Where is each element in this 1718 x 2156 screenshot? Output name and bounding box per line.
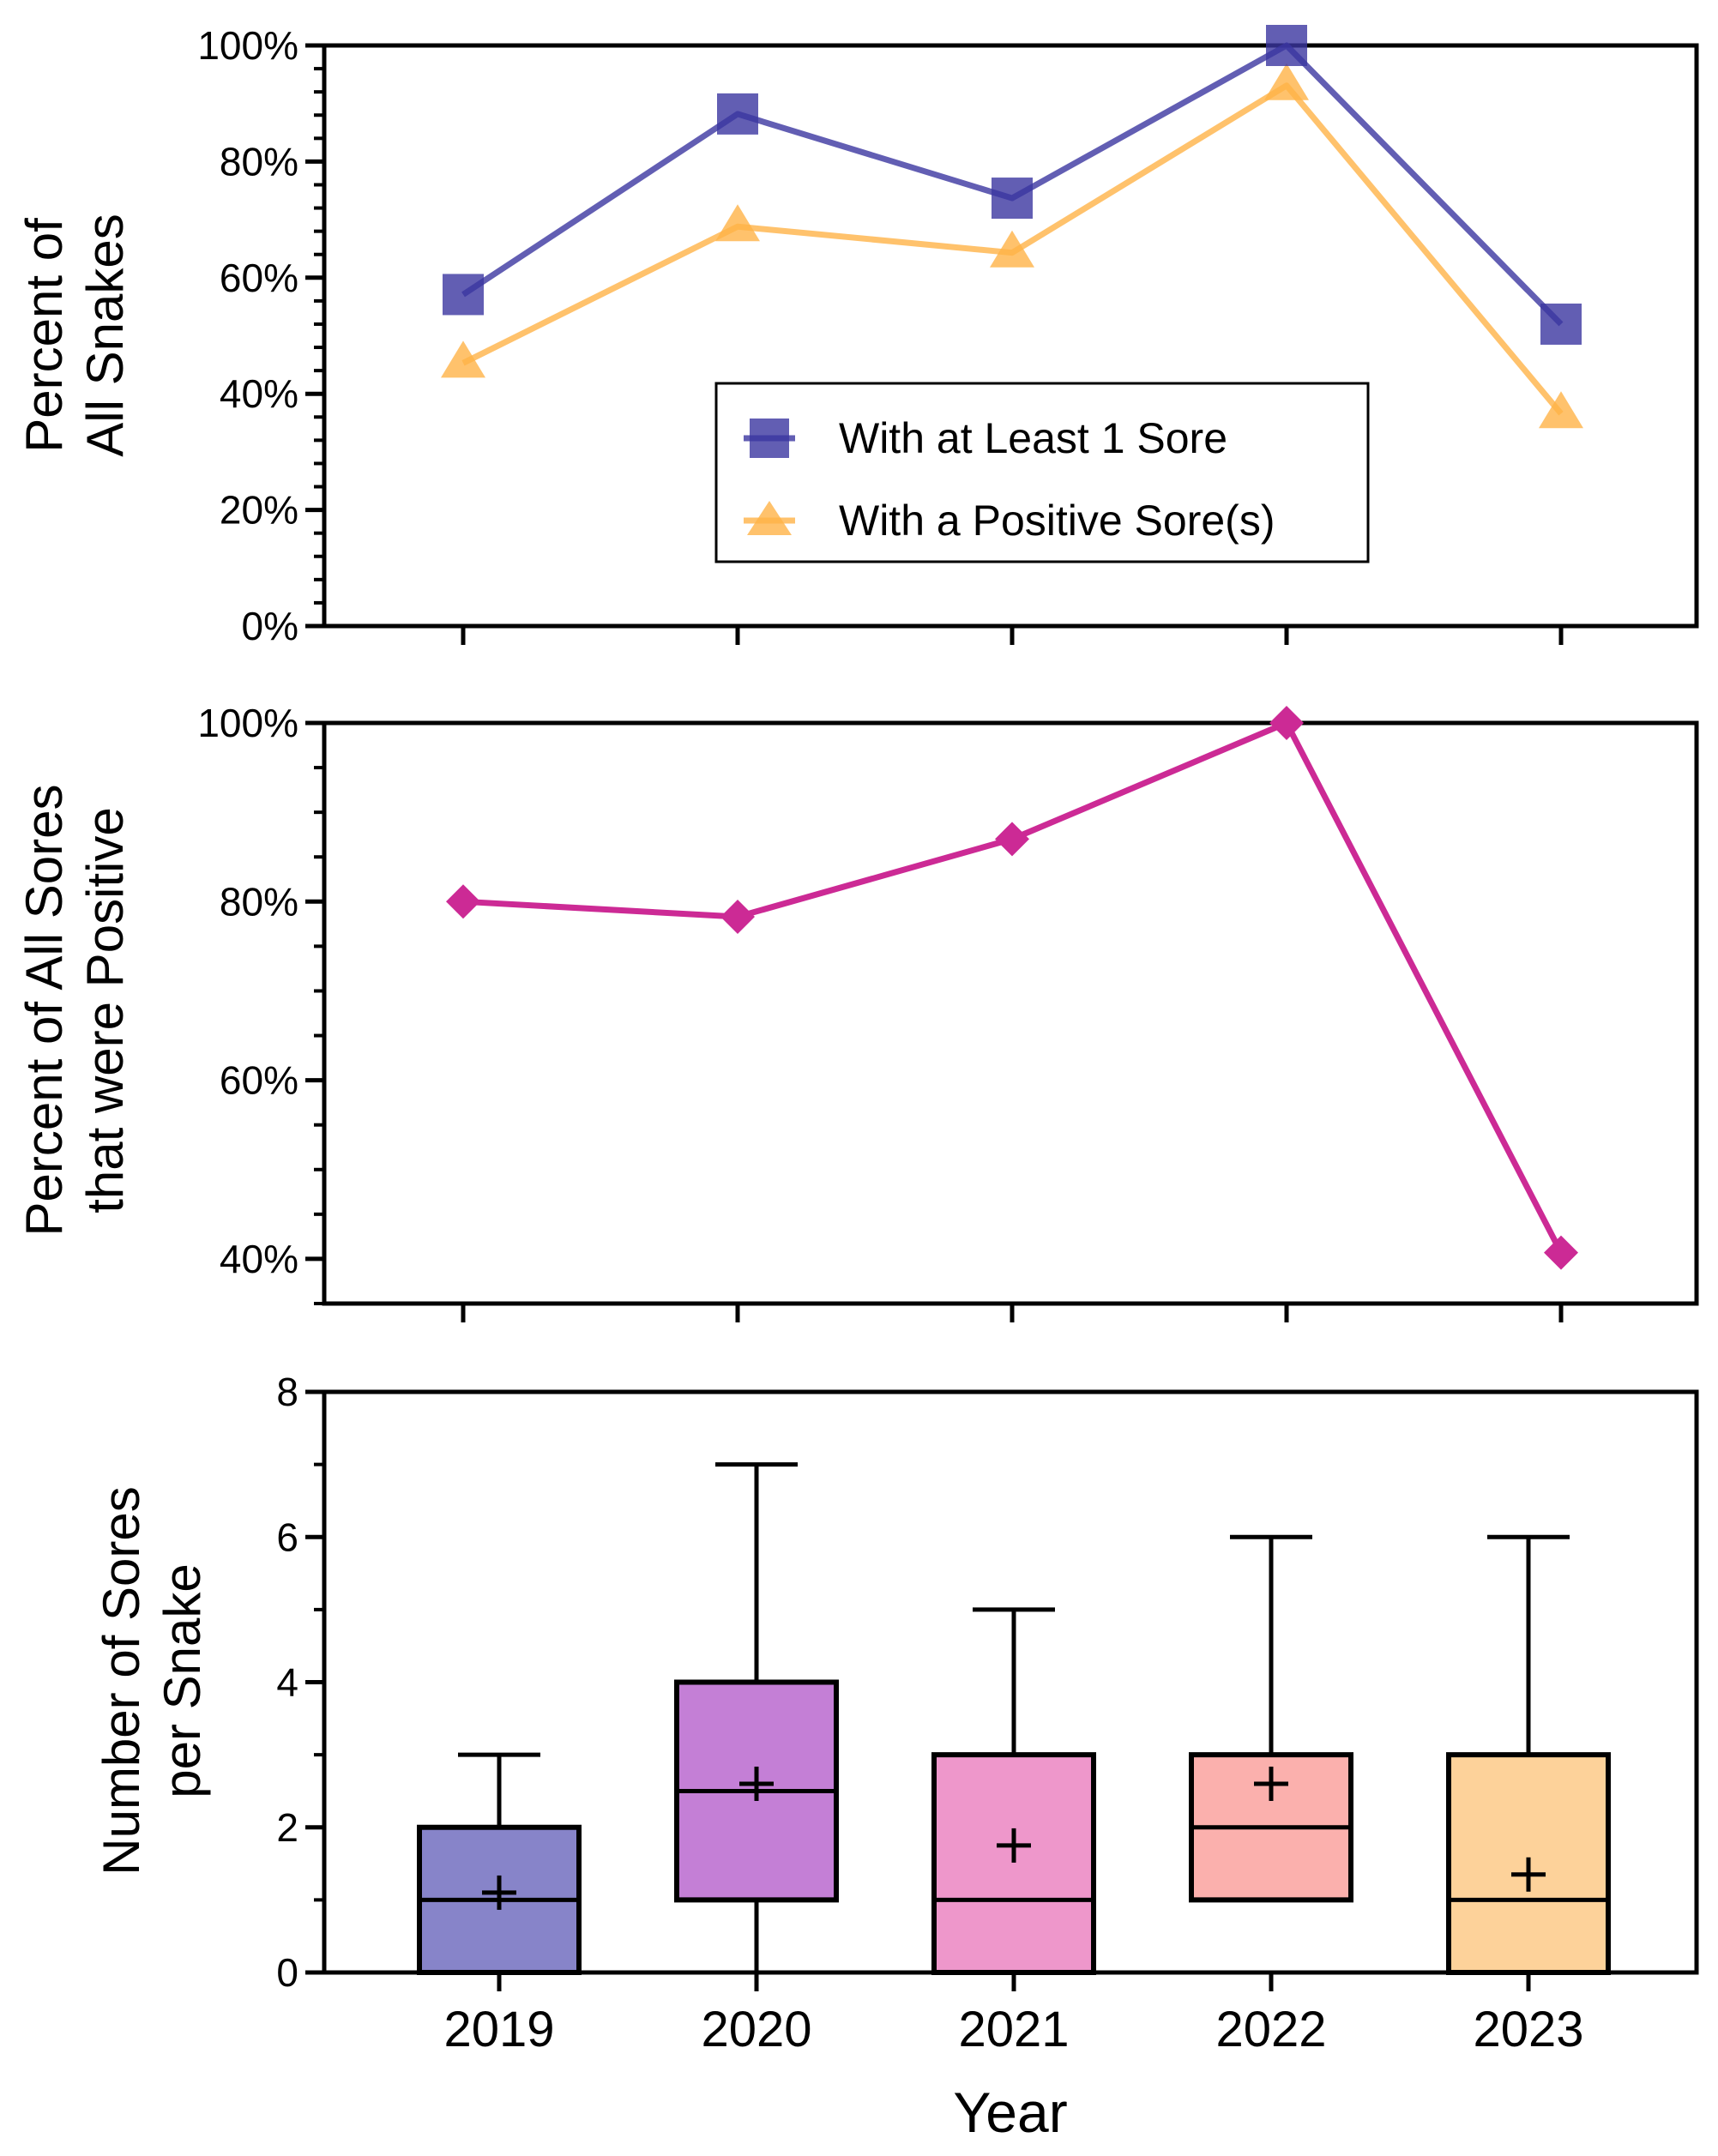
x-tick-label-2023: 2023 [1473, 2002, 1583, 2057]
x-tick-label-2020: 2020 [701, 2002, 811, 2057]
point-at-least-one-sore-2019 [443, 274, 484, 316]
plot-frame [322, 720, 1699, 1306]
legend-square-marker [750, 419, 789, 458]
y-tick-label: 0% [242, 604, 298, 648]
y-tick-label: 80% [220, 879, 298, 924]
x-axis-label: Year [953, 2081, 1067, 2144]
series-line-positive-sores [462, 720, 1564, 1255]
y-axis-label-line-1: Percent of All Sores [15, 785, 73, 1237]
legend-box [714, 382, 1370, 563]
panel-positive-sores: 40% 60% 80% 100% Percent of All Sores that … [15, 701, 1699, 1322]
panel-sores-per-snake: 0 2 4 6 8 2019 2020 2021 2022 2023 Number of Sor… [93, 1370, 1699, 2144]
y-tick-label: 20% [220, 488, 298, 533]
point-diamond-2022 [1269, 706, 1304, 740]
y-axis-label-line-1: Percent of [15, 218, 73, 453]
y-tick-label: 8 [276, 1370, 298, 1414]
point-positive-sore-2020 [715, 204, 760, 242]
point-positive-sore-2021 [990, 230, 1034, 268]
y-tick-label: 0 [276, 1950, 298, 1995]
point-diamond-2023 [1544, 1235, 1578, 1270]
y-axis-label-line-1: Number of Sores [93, 1486, 150, 1876]
box-2021 [931, 1752, 1096, 1975]
point-positive-sore-2022 [1264, 63, 1309, 100]
x-tick-label-2021: 2021 [958, 2002, 1069, 2057]
y-tick-label: 100% [197, 701, 298, 745]
y-axis-label-line-2: All Snakes [76, 214, 134, 456]
y-tick-label: 40% [220, 1237, 298, 1281]
legend-triangle-marker [747, 501, 792, 535]
point-at-least-one-sore-2023 [1540, 303, 1582, 345]
y-axis-label-line-2: that were Positive [76, 807, 134, 1214]
x-tick-label-2022: 2022 [1215, 2002, 1326, 2057]
x-tick-label-2019: 2019 [443, 2002, 554, 2057]
legend-label-positive: With a Positive Sore(s) [839, 497, 1275, 545]
y-axis-label-line-2: per Snake [154, 1563, 211, 1798]
y-tick-label: 60% [220, 1058, 298, 1103]
y-tick-label: 6 [276, 1515, 298, 1559]
y-tick-label: 4 [276, 1660, 298, 1705]
point-diamond-2020 [720, 900, 755, 935]
point-at-least-one-sore-2022 [1266, 25, 1307, 66]
panel-snakes-with-sores: 0% 20% 40% 60% 80% 100% Percent of All Snakes… [15, 23, 1699, 648]
y-tick-label: 100% [197, 23, 298, 68]
point-positive-sore-2019 [441, 340, 485, 378]
legend: With at Least 1 Sore With a Positive Sor… [714, 382, 1370, 563]
point-at-least-one-sore-2021 [992, 178, 1033, 220]
y-tick-label: 2 [276, 1805, 298, 1850]
point-positive-sore-2023 [1539, 391, 1583, 429]
point-diamond-2019 [446, 884, 480, 919]
y-tick-label: 60% [220, 256, 298, 300]
y-tick-label: 80% [220, 139, 298, 184]
y-tick-label: 40% [220, 371, 298, 416]
point-diamond-2021 [995, 822, 1029, 857]
legend-label-at-least-one: With at Least 1 Sore [839, 414, 1227, 462]
point-at-least-one-sore-2020 [717, 93, 758, 135]
